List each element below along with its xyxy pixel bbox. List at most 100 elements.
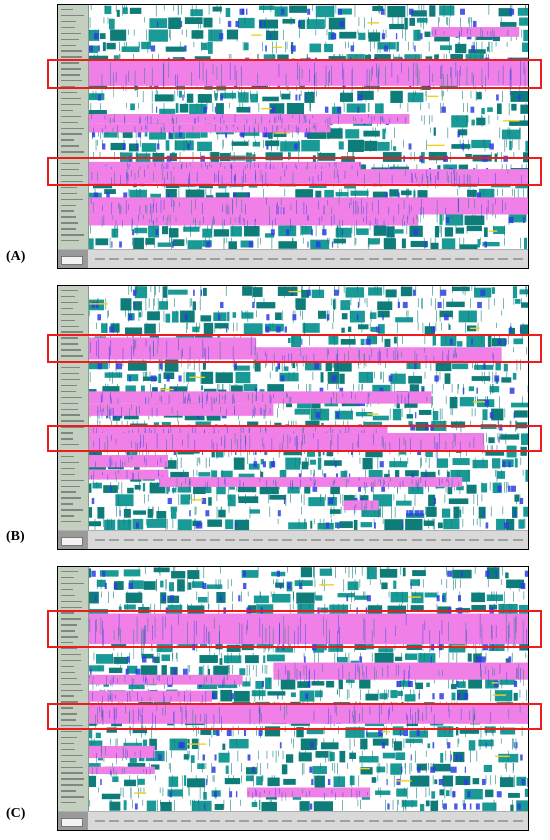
pink-streak (265, 428, 267, 438)
teal-segment (142, 739, 148, 747)
teal-streak (452, 579, 454, 591)
teal-segment (476, 92, 482, 100)
teal-streak (214, 322, 216, 333)
teal-streak (187, 665, 189, 676)
pink-streak (389, 442, 391, 455)
pink-streak (487, 31, 489, 35)
row-label-column (58, 567, 89, 812)
teal-streak (337, 689, 339, 695)
teal-segment (381, 582, 388, 590)
teal-segment (520, 324, 528, 334)
teal-streak (445, 482, 447, 493)
teal-streak (422, 579, 424, 588)
blue-mark (316, 412, 321, 419)
blue-mark (259, 20, 263, 28)
pink-streak (306, 204, 307, 222)
teal-streak (430, 5, 432, 16)
teal-segment (110, 323, 120, 333)
teal-segment (523, 29, 528, 42)
teal-streak (280, 5, 282, 17)
row-label (61, 754, 83, 757)
teal-segment (179, 103, 189, 113)
blue-mark (445, 216, 450, 224)
teal-streak (425, 90, 427, 101)
pink-streak (302, 433, 303, 446)
pink-streak (351, 165, 353, 172)
teal-segment (426, 506, 437, 517)
teal-streak (159, 567, 161, 576)
teal-streak (446, 469, 448, 481)
pink-streak (307, 215, 308, 221)
pink-streak (447, 478, 449, 482)
teal-streak (136, 738, 138, 751)
pink-streak (426, 170, 427, 178)
teal-segment (399, 445, 407, 455)
pink-streak (115, 471, 116, 476)
teal-streak (166, 298, 168, 307)
teal-streak (201, 371, 203, 378)
corner-tag (61, 256, 83, 265)
pink-streak (359, 162, 361, 167)
blue-mark (502, 461, 506, 468)
teal-streak (363, 408, 365, 416)
teal-segment (294, 580, 313, 586)
blue-mark (425, 424, 429, 431)
teal-streak (523, 591, 525, 600)
teal-streak (238, 652, 240, 661)
teal-streak (151, 90, 153, 103)
blue-mark (356, 607, 358, 614)
teal-streak (506, 41, 508, 47)
pink-streak (430, 177, 432, 185)
teal-streak (253, 359, 255, 369)
teal-streak (152, 506, 154, 519)
row-label (61, 222, 78, 224)
pink-streak (140, 434, 141, 448)
teal-streak (344, 469, 346, 479)
teal-streak (402, 591, 403, 604)
teal-segment (245, 655, 259, 664)
teal-streak (333, 359, 334, 368)
teal-streak (498, 567, 500, 579)
teal-streak (128, 726, 130, 734)
teal-segment (252, 287, 263, 297)
pink-streak (164, 127, 165, 131)
axis-strip (89, 539, 528, 545)
teal-streak (339, 54, 341, 63)
teal-streak (214, 90, 216, 99)
teal-segment (383, 238, 396, 250)
teal-streak (224, 90, 226, 99)
pink-streak (107, 404, 108, 416)
teal-streak (350, 494, 351, 507)
teal-streak (363, 420, 365, 426)
row-label (61, 713, 77, 715)
teal-streak (468, 139, 469, 151)
teal-streak (396, 591, 398, 597)
teal-streak (229, 384, 231, 394)
blue-mark (133, 301, 135, 309)
teal-streak (434, 518, 435, 530)
row-label (61, 408, 78, 410)
pink-streak (107, 440, 109, 455)
teal-streak (162, 359, 164, 371)
pink-streak (115, 72, 117, 83)
teal-segment (144, 323, 156, 334)
teal-streak (170, 506, 172, 512)
teal-streak (158, 652, 160, 663)
pink-streak (187, 433, 189, 449)
teal-streak (333, 5, 334, 14)
pink-streak (132, 472, 133, 480)
pink-streak (126, 172, 128, 185)
teal-segment (207, 519, 222, 527)
blue-mark (167, 192, 170, 199)
teal-streak (397, 482, 398, 494)
pink-streak (151, 205, 153, 221)
teal-segment (518, 519, 525, 529)
pink-streak (482, 30, 483, 38)
blue-mark (269, 33, 272, 40)
pink-streak (226, 127, 228, 130)
pink-streak (140, 117, 141, 127)
teal-streak (335, 298, 337, 310)
teal-streak (176, 359, 178, 370)
blue-mark (128, 582, 133, 590)
teal-segment (347, 581, 359, 591)
